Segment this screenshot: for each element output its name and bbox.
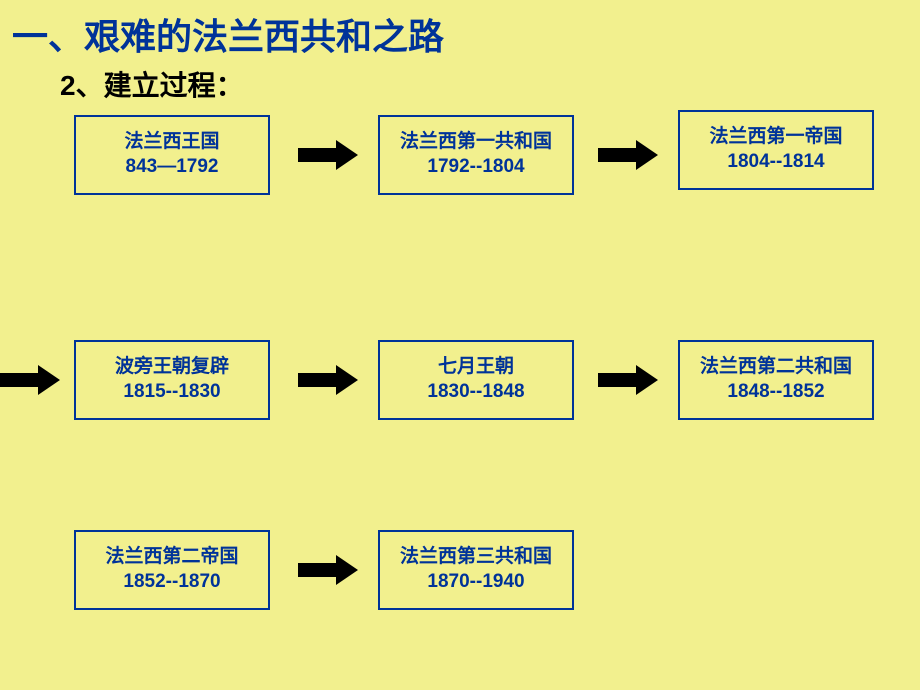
main-title: 一、艰难的法兰西共和之路 bbox=[12, 8, 444, 60]
flow-box-b7: 法兰西第二帝国1852--1870 bbox=[74, 530, 270, 610]
box-name: 法兰西第二帝国 bbox=[105, 545, 238, 570]
slide: 一、艰难的法兰西共和之路 2、建立过程： 法兰西王国843—1792 法兰西第一共… bbox=[0, 0, 920, 690]
arrow-right-icon bbox=[0, 365, 60, 395]
flow-box-b2: 法兰西第一共和国1792--1804 bbox=[378, 115, 574, 195]
box-name: 法兰西王国 bbox=[124, 130, 219, 155]
arrow-right-icon bbox=[298, 555, 358, 585]
flow-box-b5: 七月王朝1830--1848 bbox=[378, 340, 574, 420]
box-name: 法兰西第一共和国 bbox=[400, 130, 552, 155]
box-years: 1848--1852 bbox=[727, 380, 824, 405]
box-years: 1852--1870 bbox=[123, 570, 220, 595]
box-name: 法兰西第二共和国 bbox=[700, 355, 852, 380]
box-name: 法兰西第三共和国 bbox=[400, 545, 552, 570]
flow-box-b4: 波旁王朝复辟1815--1830 bbox=[74, 340, 270, 420]
box-years: 1870--1940 bbox=[427, 570, 524, 595]
arrow-right-icon bbox=[298, 140, 358, 170]
box-years: 1830--1848 bbox=[427, 380, 524, 405]
box-years: 843—1792 bbox=[126, 155, 219, 180]
box-years: 1815--1830 bbox=[123, 380, 220, 405]
box-years: 1804--1814 bbox=[727, 150, 824, 175]
box-name: 七月王朝 bbox=[438, 355, 514, 380]
arrow-right-icon bbox=[598, 140, 658, 170]
flow-box-b3: 法兰西第一帝国1804--1814 bbox=[678, 110, 874, 190]
flow-box-b8: 法兰西第三共和国1870--1940 bbox=[378, 530, 574, 610]
box-years: 1792--1804 bbox=[427, 155, 524, 180]
subtitle: 2、建立过程： bbox=[60, 64, 244, 104]
box-name: 法兰西第一帝国 bbox=[709, 125, 842, 150]
flow-box-b1: 法兰西王国843—1792 bbox=[74, 115, 270, 195]
arrow-right-icon bbox=[298, 365, 358, 395]
box-name: 波旁王朝复辟 bbox=[115, 355, 229, 380]
flow-box-b6: 法兰西第二共和国1848--1852 bbox=[678, 340, 874, 420]
arrow-right-icon bbox=[598, 365, 658, 395]
